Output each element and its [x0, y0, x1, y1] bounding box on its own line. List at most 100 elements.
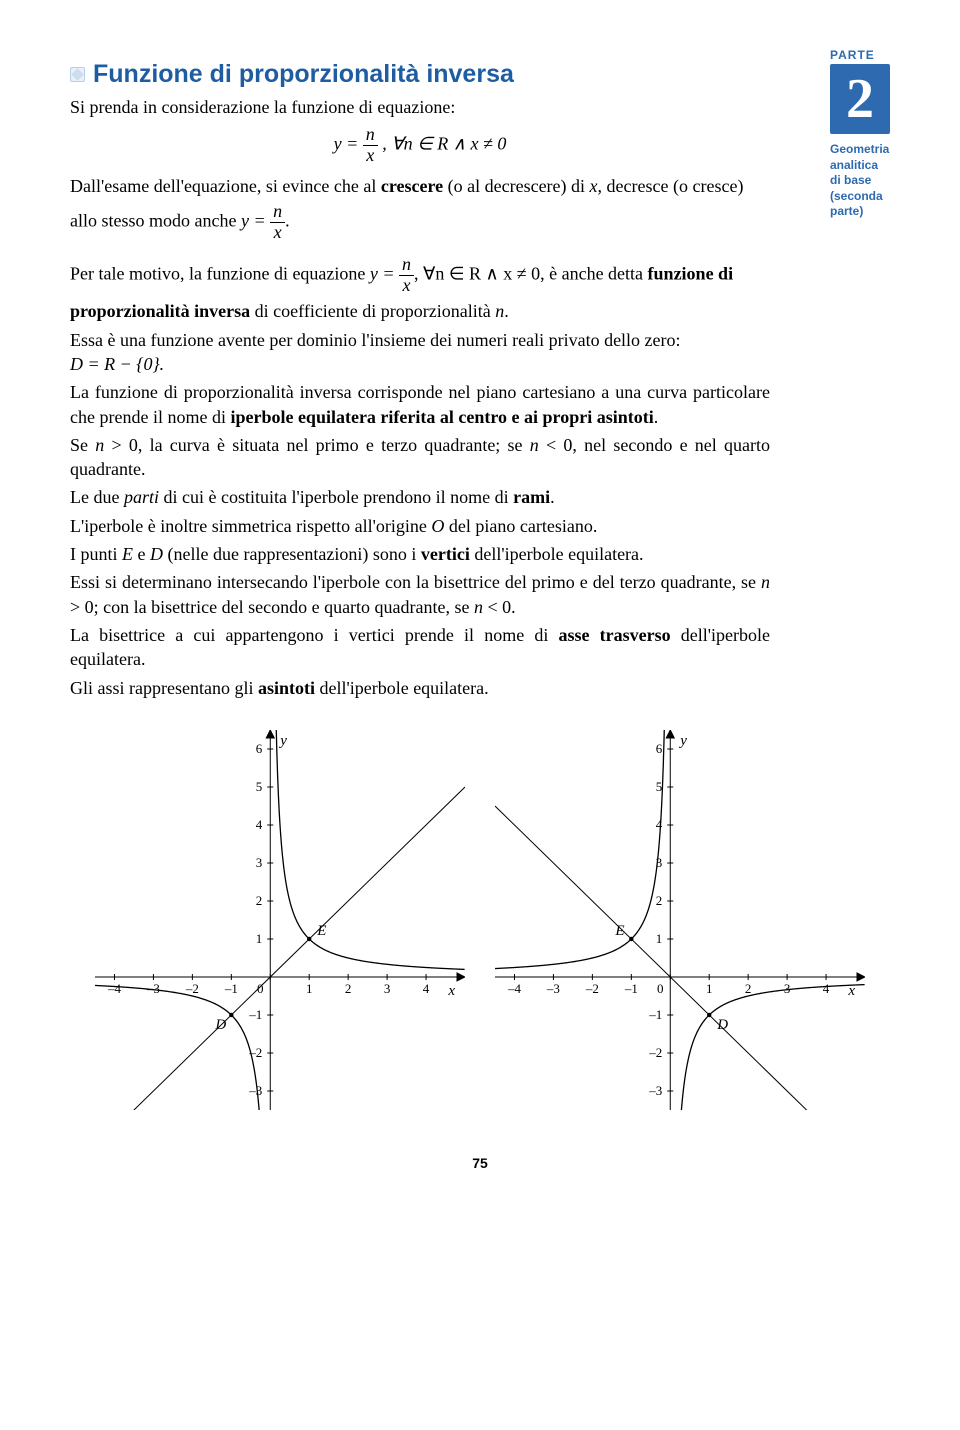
svg-text:4: 4 [656, 817, 663, 832]
p6c: . [654, 407, 659, 427]
para2: allo stesso modo anche y = nx. [70, 202, 770, 243]
svg-text:–1: –1 [248, 1007, 262, 1022]
p12b: asse trasverso [559, 625, 671, 645]
section-title: Funzione di proporzionalità inversa [93, 60, 514, 89]
para5: Essa è una funzione avente per dominio l… [70, 328, 770, 377]
p5: Essa è una funzione avente per dominio l… [70, 330, 681, 350]
para1: Dall'esame dell'equazione, si evince che… [70, 174, 770, 198]
p8c: di cui è costituita l'iperbole prendono … [159, 487, 513, 507]
svg-text:3: 3 [784, 981, 791, 996]
side-subtitle: Geometria analitica di base (seconda par… [830, 142, 920, 220]
p10b: E [122, 544, 133, 564]
p1e: , decresce (o cresce) [598, 176, 744, 196]
p4a: proporzionalità inversa [70, 301, 250, 321]
chart-left: –4–3–2–101234123456–1–2–3xyED [95, 730, 465, 1115]
sub2: analitica [830, 158, 878, 172]
svg-text:D: D [716, 1017, 728, 1033]
svg-text:2: 2 [745, 981, 752, 996]
para9: L'iperbole è inoltre simmetrica rispetto… [70, 514, 770, 538]
p3c: , ∀n ∈ R ∧ x ≠ 0, è anche detta [414, 263, 648, 283]
charts-row: –4–3–2–101234123456–1–2–3xyED –4–3–2–101… [70, 730, 890, 1115]
parte-label: PARTE [830, 48, 920, 62]
eq1-lhs: y = [334, 134, 359, 154]
p10a: I punti [70, 544, 122, 564]
p6b: iperbole equilatera riferita al centro e… [230, 407, 653, 427]
p4c: n [495, 301, 504, 321]
p1a: Dall'esame dell'equazione, si evince che… [70, 176, 381, 196]
svg-text:2: 2 [656, 893, 663, 908]
equation-1: y = n x , ∀n ∈ R ∧ x ≠ 0 [70, 125, 770, 166]
svg-text:1: 1 [706, 981, 713, 996]
p10e: (nelle due rappresentazioni) sono i [163, 544, 421, 564]
p1d: x [590, 176, 598, 196]
svg-text:E: E [316, 923, 326, 939]
svg-text:4: 4 [256, 817, 263, 832]
para12: La bisettrice a cui appartengono i verti… [70, 623, 770, 672]
side-badge: PARTE 2 Geometria analitica di base (sec… [830, 48, 920, 220]
svg-text:4: 4 [823, 981, 830, 996]
p7a: Se [70, 435, 95, 455]
p3y: y = [370, 263, 399, 283]
p1b: crescere [381, 176, 443, 196]
p13c: dell'iperbole equilatera. [315, 678, 489, 698]
eq1-den: x [363, 146, 378, 166]
para4: proporzionalità inversa di coefficiente … [70, 299, 770, 323]
svg-text:–2: –2 [185, 981, 199, 996]
hyperbola-right-svg: –4–3–2–101234123456–1–2–3xyED [495, 730, 865, 1110]
svg-text:3: 3 [256, 855, 263, 870]
p7d: n [530, 435, 539, 455]
para13: Gli assi rappresentano gli asintoti dell… [70, 676, 770, 700]
p11e: < 0. [483, 597, 516, 617]
p11a: Essi si determinano intersecando l'iperb… [70, 572, 761, 592]
p3d: x [399, 276, 414, 296]
p4d: . [504, 301, 509, 321]
svg-text:6: 6 [656, 741, 663, 756]
para11: Essi si determinano intersecando l'iperb… [70, 570, 770, 619]
p13b: asintoti [258, 678, 315, 698]
p2a: allo stesso modo anche [70, 211, 241, 231]
p8e: . [550, 487, 555, 507]
p7c: > 0, la curva è situata nel primo e terz… [104, 435, 530, 455]
p8a: Le due [70, 487, 124, 507]
svg-text:3: 3 [384, 981, 391, 996]
para6: La funzione di proporzionalità inversa c… [70, 380, 770, 429]
svg-text:–1: –1 [648, 1007, 662, 1022]
p10g: dell'iperbole equilatera. [470, 544, 644, 564]
svg-text:5: 5 [256, 779, 263, 794]
body-text: Si prenda in considerazione la funzione … [70, 95, 770, 700]
svg-text:D: D [214, 1017, 226, 1033]
svg-text:–1: –1 [224, 981, 238, 996]
p2y: y = [241, 211, 270, 231]
para10: I punti E e D (nelle due rappresentazion… [70, 542, 770, 566]
p10c: e [133, 544, 150, 564]
p10d: D [150, 544, 163, 564]
p2d: x [270, 223, 285, 243]
eq1-cond: , ∀n ∈ R ∧ x ≠ 0 [382, 134, 506, 154]
svg-text:2: 2 [256, 893, 263, 908]
para7: Se n > 0, la curva è situata nel primo e… [70, 433, 770, 482]
svg-text:0: 0 [657, 981, 664, 996]
svg-text:5: 5 [656, 779, 663, 794]
parte-number: 2 [830, 64, 890, 134]
svg-text:1: 1 [656, 931, 663, 946]
sub4: (seconda [830, 189, 883, 203]
eq1-num: n [363, 125, 378, 146]
p10f: vertici [421, 544, 470, 564]
p7b: n [95, 435, 104, 455]
svg-text:y: y [278, 733, 287, 749]
svg-text:–3: –3 [648, 1083, 662, 1098]
page-number: 75 [70, 1155, 890, 1171]
p2n: n [270, 202, 285, 223]
p11c: > 0; con la bisettrice del secondo e qua… [70, 597, 474, 617]
svg-text:–1: –1 [624, 981, 638, 996]
svg-text:–3: –3 [248, 1083, 262, 1098]
svg-text:–4: –4 [507, 981, 522, 996]
p3b: funzione di [648, 263, 734, 283]
p5dom: D = R − {0}. [70, 354, 164, 374]
para3: Per tale motivo, la funzione di equazion… [70, 255, 770, 296]
sub1: Geometria [830, 142, 889, 156]
p11d: n [474, 597, 483, 617]
p9b: O [431, 516, 444, 536]
svg-text:y: y [678, 733, 687, 749]
svg-text:–4: –4 [107, 981, 122, 996]
